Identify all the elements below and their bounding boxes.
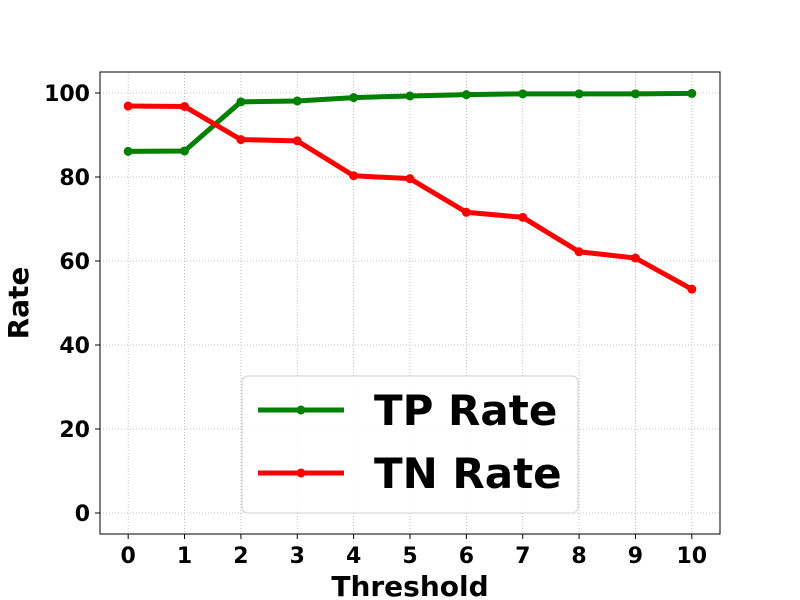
data-point xyxy=(123,146,133,156)
data-point xyxy=(236,97,246,107)
legend: TP Rate TN Rate xyxy=(241,375,579,514)
series-tp-rate xyxy=(123,88,697,156)
legend-item: TP Rate xyxy=(258,386,557,435)
x-axis: 0 1 2 3 4 5 6 7 8 9 10 xyxy=(121,534,708,569)
y-axis: 0 20 40 60 80 100 xyxy=(44,82,100,527)
x-tick-label: 1 xyxy=(177,544,192,569)
data-point xyxy=(630,253,640,263)
y-tick-label: 80 xyxy=(59,166,90,191)
legend-label: TP Rate xyxy=(374,386,557,435)
data-point xyxy=(461,90,471,100)
x-tick-label: 2 xyxy=(233,544,248,569)
data-point xyxy=(687,284,697,294)
data-point xyxy=(180,146,190,156)
x-tick-label: 6 xyxy=(459,544,474,569)
data-point xyxy=(405,91,415,101)
data-point xyxy=(349,93,359,103)
legend-item: TN Rate xyxy=(258,449,562,498)
x-tick-label: 10 xyxy=(677,544,708,569)
x-tick-label: 9 xyxy=(628,544,643,569)
x-tick-label: 7 xyxy=(515,544,530,569)
data-point xyxy=(574,89,584,99)
legend-marker xyxy=(296,468,306,478)
data-point xyxy=(349,171,359,181)
data-point xyxy=(518,89,528,99)
y-tick-label: 20 xyxy=(59,418,90,443)
data-point xyxy=(292,136,302,146)
series-layer xyxy=(123,88,697,294)
x-tick-label: 5 xyxy=(402,544,417,569)
data-point xyxy=(292,96,302,106)
data-point xyxy=(405,174,415,184)
y-tick-label: 0 xyxy=(75,502,90,527)
x-tick-label: 0 xyxy=(121,544,136,569)
y-axis-title: Rate xyxy=(2,267,35,340)
data-point xyxy=(236,135,246,145)
x-axis-title: Threshold xyxy=(331,570,488,600)
data-point xyxy=(574,247,584,257)
data-point xyxy=(180,101,190,111)
legend-marker xyxy=(296,405,306,415)
data-point xyxy=(461,207,471,217)
y-tick-label: 100 xyxy=(44,82,90,107)
data-point xyxy=(630,89,640,99)
x-tick-label: 4 xyxy=(346,544,361,569)
series-tn-rate xyxy=(123,101,697,294)
y-tick-label: 40 xyxy=(59,334,90,359)
data-point xyxy=(123,101,133,111)
y-tick-label: 60 xyxy=(59,250,90,275)
data-point xyxy=(687,88,697,98)
x-tick-label: 8 xyxy=(571,544,586,569)
x-tick-label: 3 xyxy=(290,544,305,569)
data-point xyxy=(518,212,528,222)
legend-label: TN Rate xyxy=(374,449,562,498)
